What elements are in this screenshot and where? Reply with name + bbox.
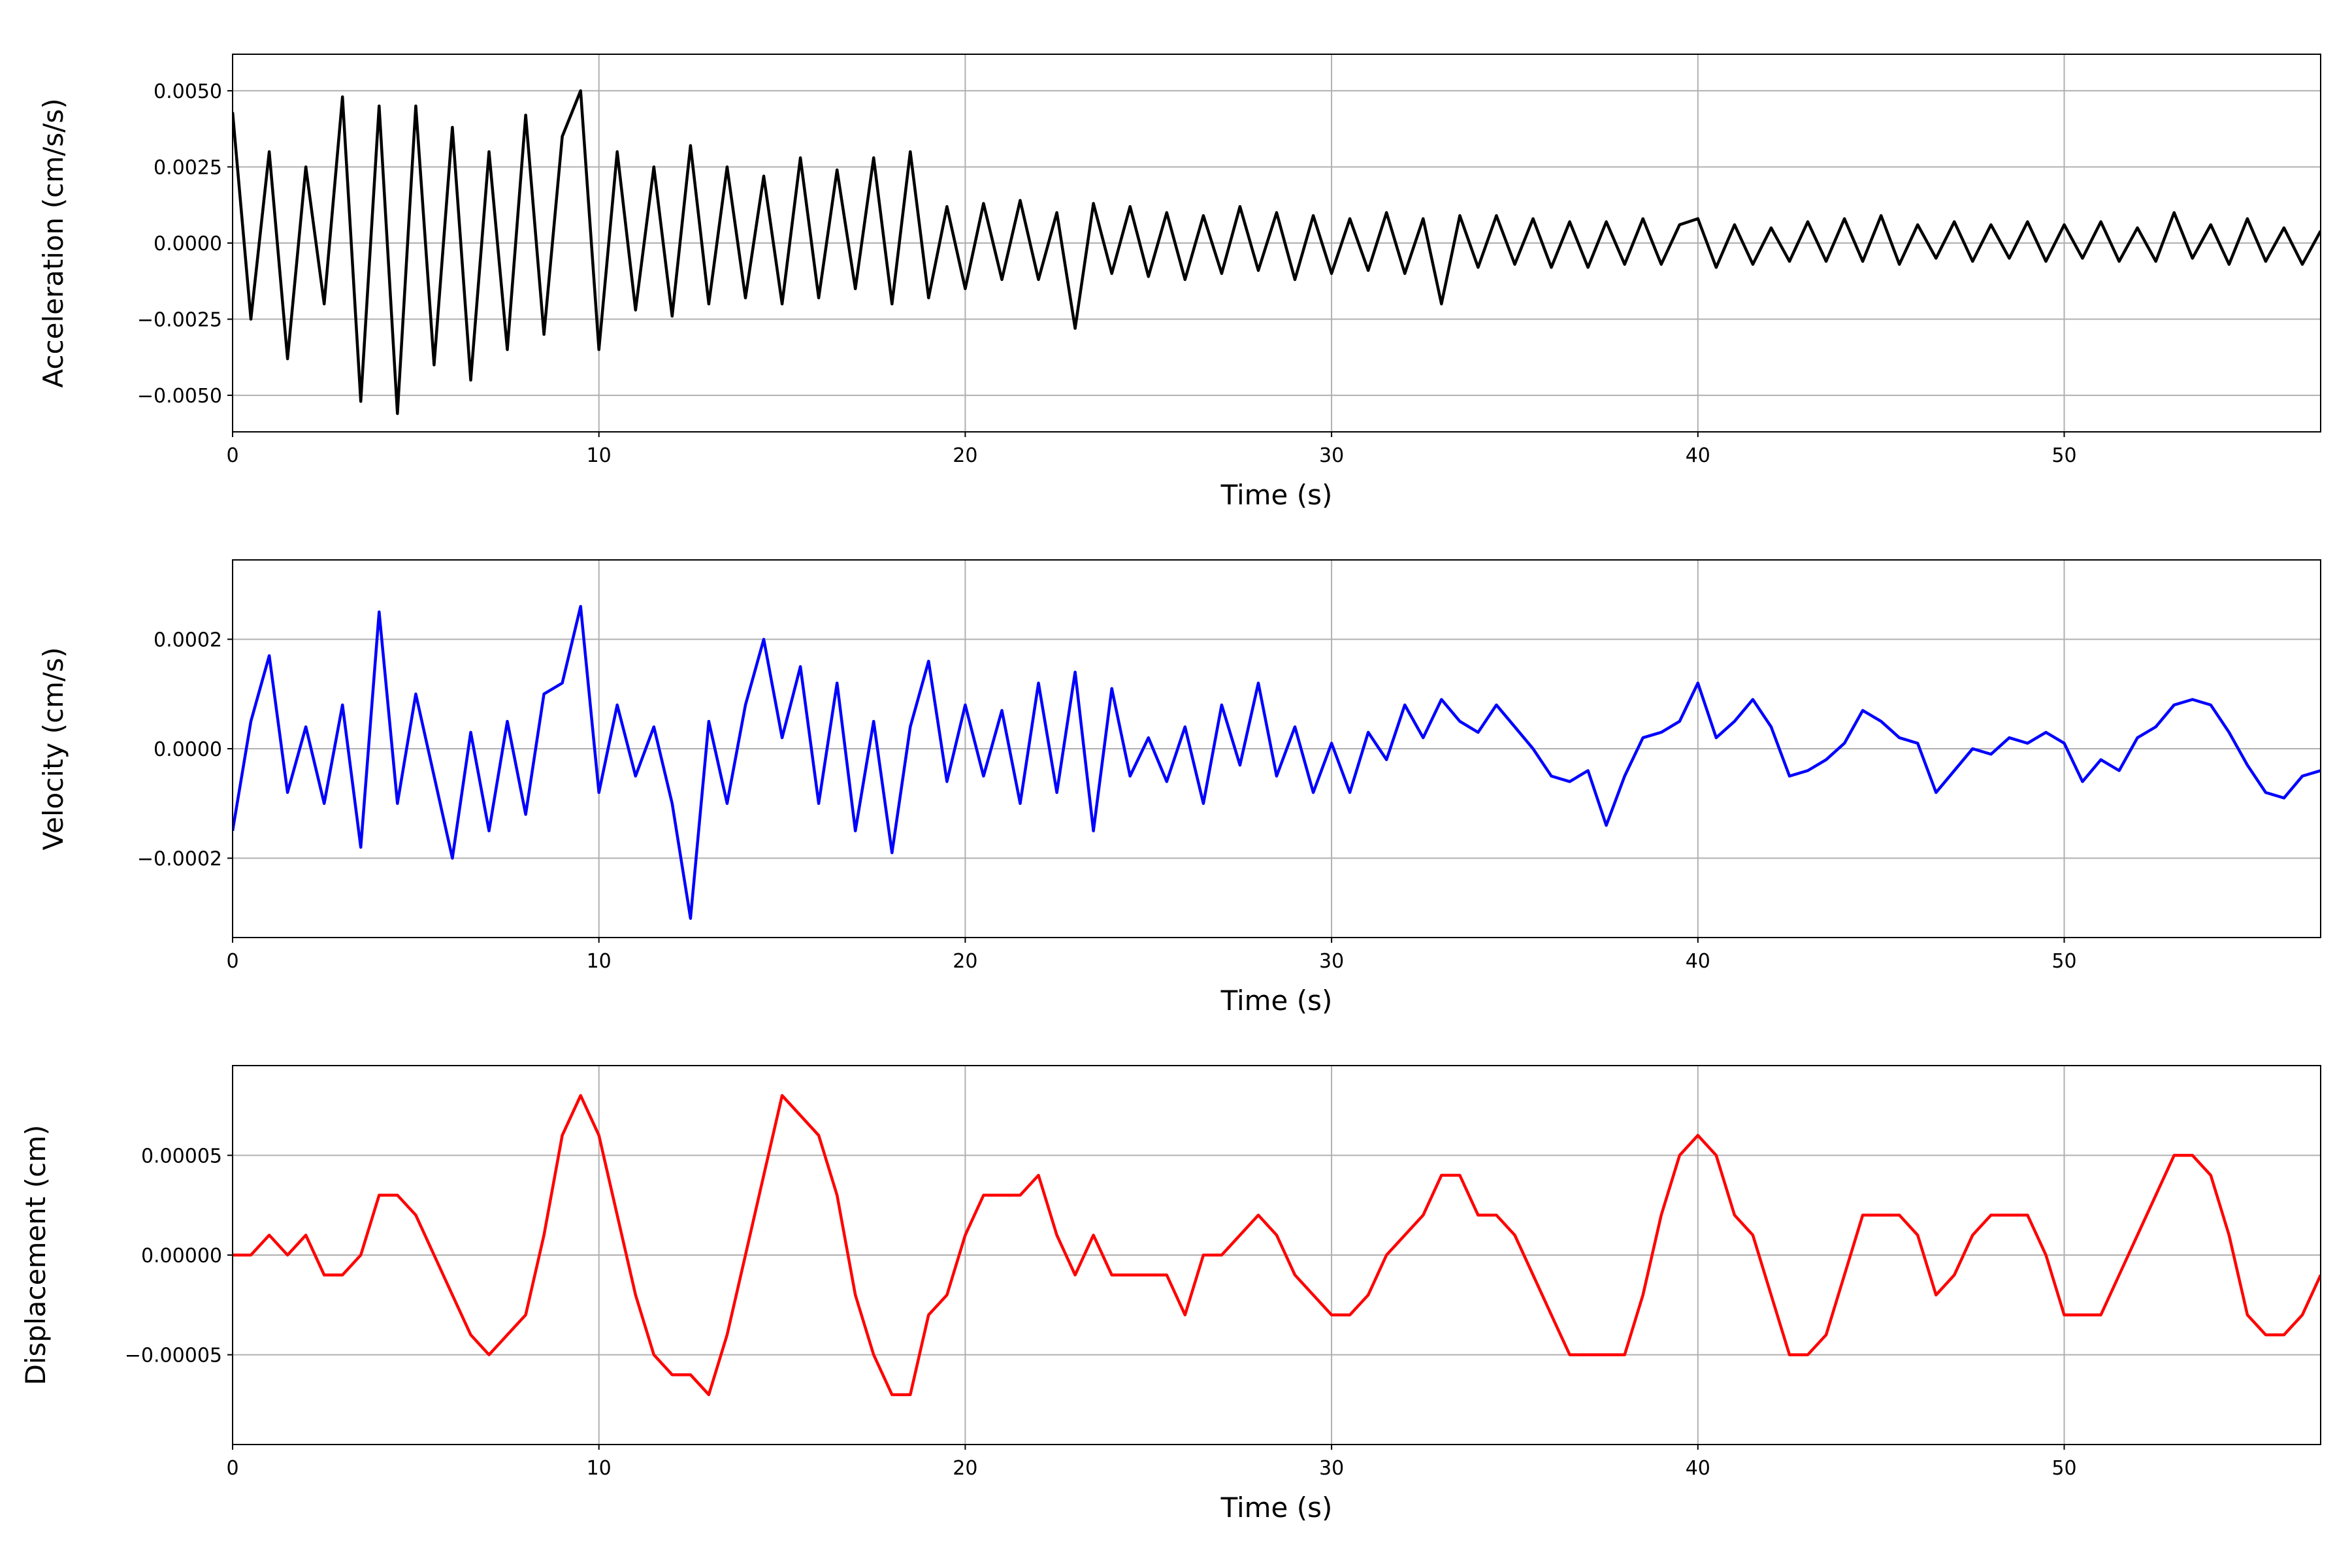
x-tick-label: 20 — [953, 1457, 977, 1480]
x-tick-label: 10 — [587, 950, 612, 973]
y-axis-label: Velocity (cm/s) — [37, 647, 69, 851]
x-tick-label: 40 — [1686, 950, 1710, 973]
data-line — [233, 604, 2321, 920]
y-tick-label: −0.0002 — [137, 848, 222, 871]
x-tick-label: 30 — [1319, 950, 1344, 973]
y-axis-label: Displacement (cm) — [20, 1125, 52, 1386]
y-tick-label: 0.00005 — [141, 1145, 222, 1168]
x-tick-label: 20 — [953, 444, 977, 467]
data-line — [233, 1094, 2321, 1396]
x-tick-label: 50 — [2051, 444, 2076, 467]
axes-frame — [232, 54, 2321, 433]
axes-frame — [232, 1065, 2321, 1445]
x-axis-label: Time (s) — [1220, 985, 1333, 1017]
x-tick-label: 0 — [226, 1457, 238, 1480]
x-tick-label: 30 — [1319, 1457, 1344, 1480]
y-tick-label: 0.0002 — [154, 629, 222, 651]
y-tick-label: 0.0000 — [154, 233, 222, 255]
data-line — [233, 89, 2321, 416]
x-tick-label: 0 — [226, 950, 238, 973]
x-tick-label: 20 — [953, 950, 977, 973]
y-tick-label: −0.0025 — [137, 309, 222, 332]
y-tick-label: −0.0050 — [137, 385, 222, 408]
x-tick-label: 10 — [587, 1457, 612, 1480]
y-tick-label: 0.00000 — [141, 1245, 222, 1267]
y-tick-label: 0.0050 — [154, 80, 222, 103]
axes-frame — [232, 559, 2321, 938]
x-axis-label: Time (s) — [1220, 1492, 1333, 1524]
x-tick-label: 40 — [1686, 1457, 1710, 1480]
y-axis-label: Acceleration (cm/s/s) — [37, 98, 69, 387]
x-tick-label: 10 — [587, 444, 612, 467]
y-tick-label: 0.0025 — [154, 156, 222, 179]
x-tick-label: 0 — [226, 444, 238, 467]
x-axis-label: Time (s) — [1220, 479, 1333, 511]
x-tick-label: 50 — [2051, 950, 2076, 973]
y-tick-label: −0.00005 — [125, 1345, 222, 1367]
x-tick-label: 40 — [1686, 444, 1710, 467]
y-tick-label: 0.0000 — [154, 738, 222, 761]
x-tick-label: 50 — [2051, 1457, 2076, 1480]
x-tick-label: 30 — [1319, 444, 1344, 467]
